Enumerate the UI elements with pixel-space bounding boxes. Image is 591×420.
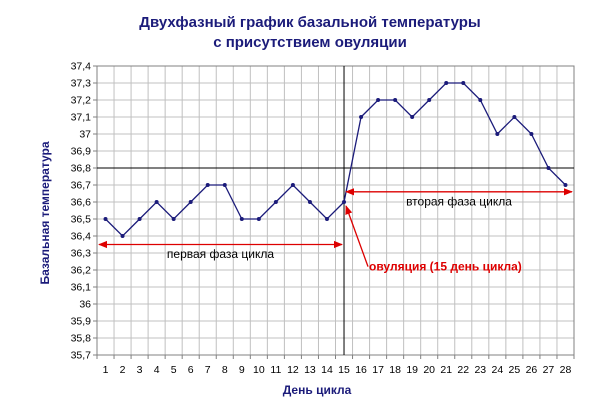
plot-area-frame (96, 65, 575, 356)
data-point (120, 234, 125, 238)
y-tick-label: 37 (79, 129, 91, 141)
y-tick-label: 35,8 (71, 333, 92, 345)
x-tick-label: 22 (457, 364, 469, 376)
series-line (105, 82, 566, 237)
data-point (154, 200, 159, 204)
data-point (205, 183, 210, 187)
y-tick-label: 37,1 (71, 112, 92, 124)
data-point (239, 217, 244, 221)
series (103, 81, 568, 238)
y-tick-label: 36,9 (71, 146, 92, 158)
x-tick-label: 17 (372, 364, 384, 376)
data-point (512, 115, 517, 119)
y-tick-label: 35,7 (71, 350, 92, 362)
x-tick-label: 13 (304, 364, 316, 376)
x-tick-label: 2 (120, 364, 126, 376)
x-tick-label: 23 (474, 364, 486, 376)
x-tick-label: 8 (222, 364, 228, 376)
data-point (324, 217, 329, 221)
y-tick-label: 36,8 (71, 163, 92, 175)
y-tick-label: 37,3 (71, 78, 92, 90)
chart-title-line-1: Двухфазный график базальной температуры (139, 14, 480, 31)
reference-lines (97, 66, 574, 355)
x-tick-label: 28 (560, 364, 572, 376)
data-point (529, 132, 534, 136)
y-tick-label: 36,5 (71, 214, 92, 226)
y-axis-title: Базальная температура (38, 141, 52, 284)
data-point (478, 98, 483, 102)
y-tick-labels: 35,7 35,8 35,9 36 36,1 36,2 36,3 36,4 36,5 36,6 36… (71, 61, 92, 362)
y-tick-label: 36,1 (71, 282, 92, 294)
x-tick-label: 10 (253, 364, 265, 376)
x-tick-label: 11 (270, 364, 281, 376)
x-tick-label: 5 (171, 364, 177, 376)
data-point (563, 183, 568, 187)
data-point (393, 98, 398, 102)
data-point (171, 217, 176, 221)
x-tick-label: 20 (423, 364, 435, 376)
x-tick-label: 25 (509, 364, 521, 376)
data-point (444, 81, 449, 85)
x-axis-title: День цикла (283, 383, 352, 397)
y-tick-label: 37,4 (71, 61, 92, 73)
data-point (103, 217, 108, 221)
y-tick-label: 36,7 (71, 180, 92, 192)
y-tick-label: 37,2 (71, 95, 92, 107)
x-tick-label: 14 (321, 364, 333, 376)
phase-arrows (98, 188, 573, 267)
phase1-label: первая фаза цикла (167, 247, 274, 261)
x-tick-label: 16 (355, 364, 367, 376)
y-tick-label: 36,3 (71, 248, 92, 260)
data-point (137, 217, 142, 221)
phase2-label: вторая фаза цикла (406, 194, 512, 208)
x-tick-label: 1 (103, 364, 109, 376)
data-point (495, 132, 500, 136)
data-point (376, 98, 381, 102)
x-tick-label: 26 (526, 364, 538, 376)
x-tick-label: 18 (389, 364, 401, 376)
x-tick-label: 7 (205, 364, 211, 376)
data-point (290, 183, 295, 187)
y-tick-label: 35,9 (71, 316, 92, 328)
x-tick-label: 4 (154, 364, 160, 376)
data-point (222, 183, 227, 187)
data-point (410, 115, 415, 119)
x-tick-label: 24 (491, 364, 503, 376)
chart-title-line-2: с присутствием овуляции (213, 34, 407, 51)
data-point (256, 217, 261, 221)
x-tick-label: 19 (406, 364, 418, 376)
data-point (273, 200, 278, 204)
y-tick-label: 36,2 (71, 265, 92, 277)
y-tick-label: 36,6 (71, 197, 92, 209)
ovulation-arrow (345, 205, 369, 267)
data-point (188, 200, 193, 204)
data-point (359, 115, 364, 119)
x-tick-label: 12 (287, 364, 299, 376)
y-tick-label: 36,4 (71, 231, 92, 243)
y-tick-label: 36 (79, 299, 91, 311)
x-tick-labels: 1 2 3 4 5 6 7 8 9 10 11 12 13 14 15 16 17 18 19 20 21 22 23 24 2… (103, 364, 572, 376)
x-tick-label: 27 (543, 364, 555, 376)
data-point (342, 200, 347, 204)
x-tick-label: 21 (440, 364, 452, 376)
x-tick-label: 6 (188, 364, 194, 376)
x-tick-label: 3 (137, 364, 143, 376)
data-point (427, 98, 432, 102)
data-point (546, 166, 551, 170)
ovulation-label: овуляция (15 день цикла) (369, 260, 522, 274)
data-point (461, 81, 466, 85)
data-point (307, 200, 312, 204)
x-tick-label: 9 (239, 364, 245, 376)
x-tick-label: 15 (338, 364, 350, 376)
